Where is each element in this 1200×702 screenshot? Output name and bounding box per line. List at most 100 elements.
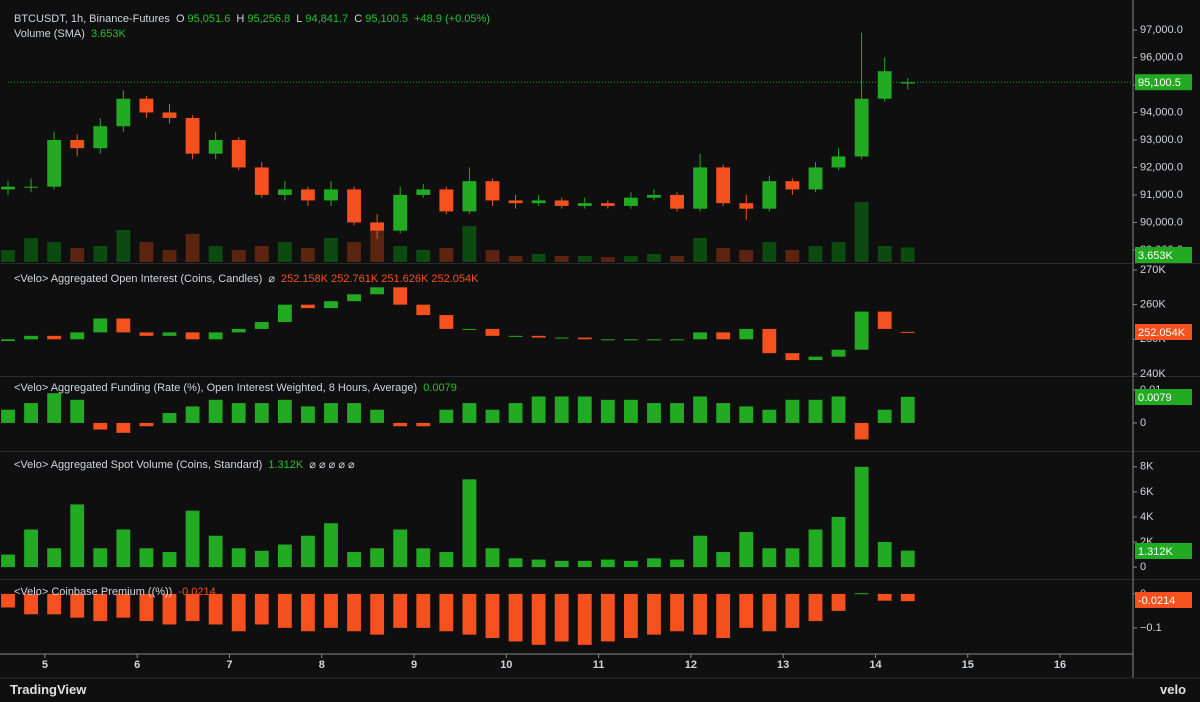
- bar: [854, 466, 869, 568]
- candle-body: [900, 82, 915, 84]
- value: 252.054K: [431, 273, 479, 285]
- y-tick-label: 0: [1140, 561, 1146, 573]
- candle-body: [762, 328, 777, 354]
- bar: [162, 413, 177, 423]
- bar: [300, 406, 315, 423]
- partner: velo: [1160, 682, 1187, 697]
- volume-badge-bg: [1135, 247, 1192, 263]
- candle-body: [139, 332, 154, 336]
- bar: [370, 409, 385, 423]
- bar: [647, 593, 661, 635]
- volume-bar: [508, 256, 523, 262]
- candle-body: [185, 117, 200, 154]
- bar: [693, 535, 708, 568]
- candle-body: [162, 112, 177, 118]
- candle-body: [208, 139, 223, 154]
- bar: [670, 403, 684, 423]
- candle-body: [324, 189, 338, 201]
- bar: [831, 516, 846, 568]
- y-tick-label: 91,000.0: [1140, 189, 1183, 201]
- candle-body: [739, 328, 754, 340]
- symbol: ⌀: [268, 273, 275, 285]
- bar: [716, 593, 731, 639]
- candle-body: [531, 200, 546, 204]
- bar: [900, 396, 915, 423]
- bar: [93, 548, 108, 568]
- bar: [139, 593, 154, 622]
- bar: [1, 593, 15, 608]
- candle-body: [139, 98, 154, 113]
- candle-body: [254, 321, 269, 329]
- premium-badge: -0.0214: [1138, 595, 1175, 607]
- premium-badge-bg: [1135, 592, 1192, 608]
- bar: [877, 593, 892, 601]
- symbol: BTCUSDT, 1h, Binance-Futures: [14, 13, 170, 25]
- volume-bar: [531, 254, 546, 262]
- candle-body: [300, 304, 315, 309]
- candle-body: [739, 203, 754, 209]
- volume-bar: [739, 250, 754, 262]
- price-legend: BTCUSDT, 1h, Binance-Futures O 95,051.6 H…: [14, 13, 493, 25]
- bar: [393, 593, 408, 628]
- bar: [623, 399, 638, 423]
- candle-body: [647, 339, 661, 341]
- bar: [762, 409, 777, 423]
- bar: [739, 593, 754, 628]
- volume-bar: [162, 250, 177, 262]
- candle-body: [1, 186, 15, 190]
- bar: [508, 403, 523, 423]
- y-tick-label: 8K: [1140, 461, 1154, 473]
- candle-body: [693, 332, 708, 340]
- volume-bar: [393, 246, 408, 262]
- spot-badge-bg: [1135, 543, 1192, 559]
- label: O: [175, 13, 185, 25]
- candle-body: [854, 98, 869, 157]
- bar: [900, 550, 915, 568]
- bar: [508, 593, 523, 642]
- y-tick-label: 90,000.0: [1140, 216, 1183, 228]
- volume-bar: [208, 246, 223, 262]
- bar: [647, 403, 661, 423]
- bar: [577, 396, 592, 423]
- candle-body: [24, 335, 38, 340]
- candle-body: [508, 200, 523, 204]
- spot-badge: 1.312K: [1138, 546, 1174, 558]
- candle-body: [647, 194, 661, 198]
- bar: [47, 593, 62, 615]
- candle-body: [462, 328, 477, 330]
- bar: [485, 593, 500, 639]
- x-tick-label: 6: [134, 659, 140, 671]
- bar: [347, 593, 361, 632]
- bar: [370, 593, 385, 635]
- bar: [1, 554, 15, 568]
- label: C: [354, 13, 363, 25]
- bar: [162, 593, 177, 625]
- volume-bar: [600, 257, 615, 262]
- label: L: [296, 13, 303, 25]
- oi-legend: <Velo> Aggregated Open Interest (Coins, …: [14, 272, 481, 285]
- value: 95,100.5: [365, 13, 409, 25]
- y-tick-label: 240K: [1140, 368, 1166, 380]
- bar: [462, 593, 477, 635]
- candle-body: [116, 318, 131, 333]
- value: 0.0079: [423, 382, 457, 394]
- y-tick-label: 92,000.0: [1140, 161, 1183, 173]
- bar: [277, 544, 292, 568]
- volume-bar: [47, 242, 62, 262]
- candle-body: [70, 332, 85, 340]
- bar: [208, 593, 223, 625]
- label: <Velo> Coinbase Premium ((%)): [14, 586, 173, 598]
- candle-body: [716, 167, 731, 204]
- value: 251.626K: [381, 273, 429, 285]
- bar: [116, 593, 131, 618]
- candle-body: [785, 181, 800, 190]
- candle-body: [47, 139, 62, 187]
- bar: [185, 593, 200, 622]
- premium-legend: <Velo> Coinbase Premium ((%)) -0.0214: [14, 586, 219, 598]
- bar: [600, 559, 615, 568]
- value: 94,841.7: [305, 13, 349, 25]
- candle-body: [808, 356, 823, 361]
- bar: [300, 593, 315, 632]
- bar: [462, 479, 477, 568]
